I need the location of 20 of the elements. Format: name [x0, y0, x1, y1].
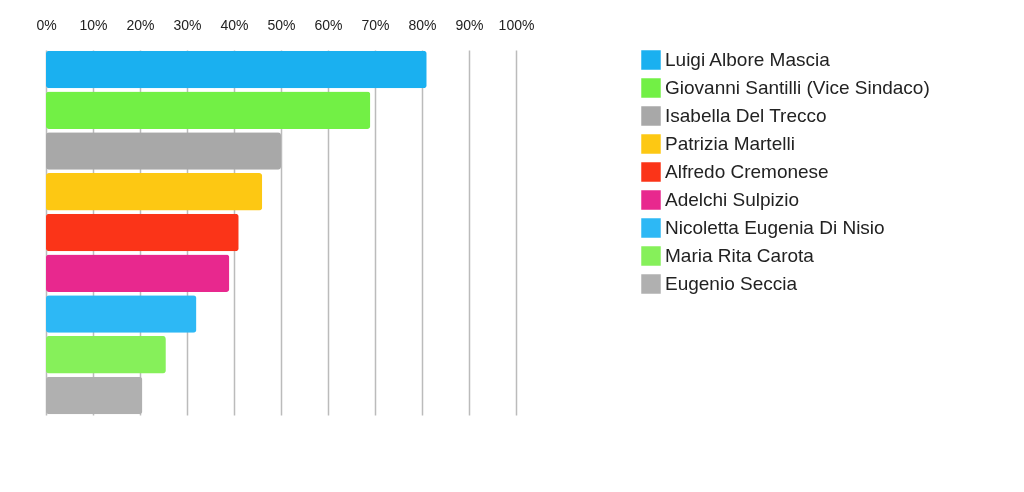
legend-label: Giovanni Santilli (Vice Sindaco)	[665, 77, 930, 98]
x-tick-label: 40%	[220, 16, 249, 33]
x-tick-label: 30%	[173, 16, 202, 33]
x-tick-label: 0%	[36, 16, 57, 33]
legend-label: Nicoletta Eugenia Di Nisio	[665, 217, 885, 238]
x-tick-label: 10%	[79, 16, 108, 33]
x-tick-label: 90%	[455, 16, 484, 33]
x-tick-label: 70%	[361, 16, 390, 33]
x-tick-label: 50%	[267, 16, 296, 33]
x-tick-label: 20%	[126, 16, 155, 33]
legend-label: Adelchi Sulpizio	[665, 189, 800, 210]
legend-label: Eugenio Seccia	[665, 273, 798, 294]
x-tick-label: 60%	[314, 16, 343, 33]
legend-label: Alfredo Cremonese	[665, 161, 829, 182]
legend-label: Maria Rita Carota	[665, 245, 815, 266]
x-tick-label: 80%	[408, 16, 437, 33]
x-tick-label: 100%	[498, 16, 535, 33]
legend-label: Patrizia Martelli	[665, 133, 795, 154]
legend-label: Luigi Albore Mascia	[665, 49, 831, 70]
legend-label: Isabella Del Trecco	[665, 105, 827, 126]
